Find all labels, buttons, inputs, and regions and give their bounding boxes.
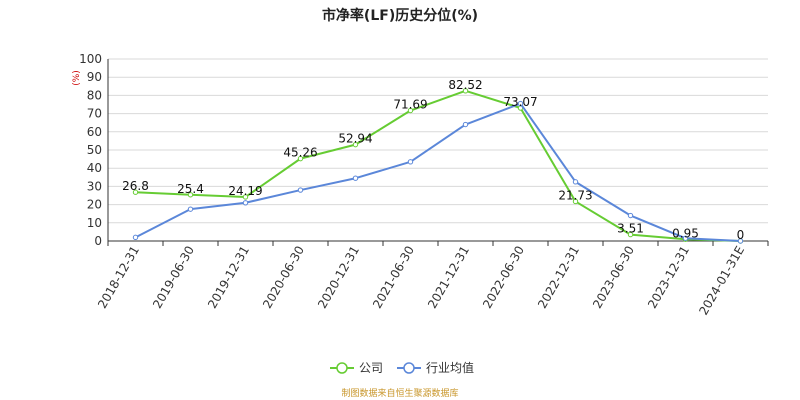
source-note: 制图数据来自恒生聚源数据库 <box>341 387 458 399</box>
grid <box>108 58 768 242</box>
data-label-0: 26.8 <box>122 179 149 193</box>
x-tick-label-8: 2022-12-31 <box>535 244 582 311</box>
x-tick-label-11: 2024-01-31E <box>696 244 747 318</box>
data-label-11: 0 <box>737 228 745 242</box>
y-tick-label-80: 80 <box>87 88 102 102</box>
x-tick-label-6: 2021-12-31 <box>425 244 472 311</box>
point-1-5 <box>407 159 414 165</box>
point-0-5 <box>407 107 414 114</box>
point-1-9 <box>627 212 634 219</box>
data-label-3: 45.26 <box>283 146 317 160</box>
point-1-11 <box>737 238 744 244</box>
data-label-10: 0.95 <box>672 226 699 240</box>
y-tick-label-100: 100 <box>79 52 102 66</box>
y-tick-label-40: 40 <box>87 161 102 175</box>
point-1-2 <box>242 200 249 206</box>
chart-title: 市净率(LF)历史分位(%) <box>322 7 478 24</box>
data-label-4: 52.94 <box>338 132 372 146</box>
x-axis: 2018-12-31 2019-06-30 2019-12-31 2020-06-30… <box>95 240 769 318</box>
data-label-8: 21.73 <box>558 188 592 202</box>
point-1-7 <box>517 100 524 107</box>
data-label-7: 73.07 <box>503 95 537 109</box>
point-1-6 <box>462 121 469 128</box>
point-1-0 <box>132 234 139 241</box>
data-labels: 26.8 25.4 24.19 45.26 52.94 71.69 82.52 73.07 21… <box>122 78 744 242</box>
y-tick-label-10: 10 <box>87 216 102 230</box>
x-tick-label-5: 2021-06-30 <box>370 244 417 311</box>
point-0-4 <box>352 141 359 148</box>
x-tick-label-1: 2019-06-30 <box>150 244 197 311</box>
point-1-4 <box>352 175 359 181</box>
legend-item-industry[interactable]: 行业均值 <box>397 360 474 375</box>
legend-label-industry: 行业均值 <box>426 360 474 375</box>
point-0-1 <box>187 192 194 198</box>
x-tick-label-7: 2022-06-30 <box>480 244 527 311</box>
y-tick-label-50: 50 <box>87 143 102 157</box>
y-tick-label-70: 70 <box>87 107 102 121</box>
legend-marker-company <box>336 362 348 374</box>
x-tick-label-9: 2023-06-30 <box>590 244 637 311</box>
legend: 公司 行业均值 <box>330 360 474 375</box>
point-0-8 <box>572 198 579 205</box>
y-tick-label-90: 90 <box>87 70 102 84</box>
x-tick-label-2: 2019-12-31 <box>205 244 252 311</box>
series-line-1 <box>135 102 741 242</box>
point-1-1 <box>187 206 194 212</box>
point-1-8 <box>572 179 579 185</box>
x-tick-label-3: 2020-06-30 <box>260 244 307 311</box>
series-line-0 <box>135 89 741 242</box>
data-label-5: 71.69 <box>393 98 427 112</box>
point-0-9 <box>627 231 634 238</box>
point-0-6 <box>462 88 469 94</box>
point-0-3 <box>297 155 304 162</box>
point-1-3 <box>297 187 304 193</box>
data-label-1: 25.4 <box>177 182 204 196</box>
point-0-2 <box>242 194 249 200</box>
x-tick-label-10: 2023-12-31 <box>645 244 692 311</box>
data-label-2: 24.19 <box>228 184 262 198</box>
y-tick-label-60: 60 <box>87 125 102 139</box>
point-1-10 <box>682 235 689 241</box>
y-tick-label-20: 20 <box>87 198 102 212</box>
data-label-9: 3.51 <box>617 222 644 236</box>
y-tick-label-0: 0 <box>94 234 102 248</box>
series-lines <box>132 88 744 244</box>
y-axis: 0 10 20 30 40 50 60 70 80 90 100 <box>79 52 109 248</box>
y-tick-label-30: 30 <box>87 179 102 193</box>
x-tick-label-0: 2018-12-31 <box>95 244 142 311</box>
legend-item-company[interactable]: 公司 <box>330 361 383 375</box>
legend-label-company: 公司 <box>359 361 383 375</box>
point-0-0 <box>132 189 139 195</box>
y-axis-unit: (%) <box>72 70 82 86</box>
legend-marker-industry <box>403 362 415 374</box>
x-tick-label-4: 2020-12-31 <box>315 244 362 311</box>
data-label-6: 82.52 <box>448 78 482 92</box>
